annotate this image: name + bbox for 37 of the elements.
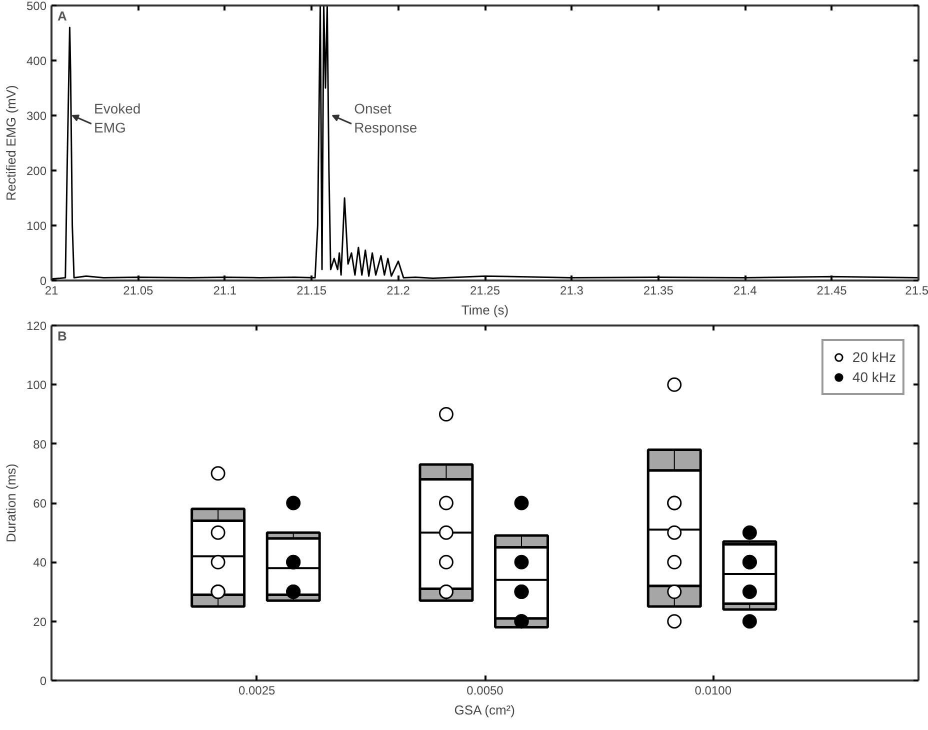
y-axis-title: Duration (ms) bbox=[3, 464, 18, 542]
y-tick-label: 200 bbox=[26, 164, 47, 178]
y-tick-label: 100 bbox=[26, 378, 47, 392]
x-tick-label: 21.2 bbox=[386, 284, 410, 298]
annotation: Evoked EMG bbox=[94, 100, 141, 136]
x-tick-label: 0.0100 bbox=[694, 684, 732, 698]
x-tick-label: 21.1 bbox=[213, 284, 237, 298]
x-tick-label: 21.5 bbox=[905, 284, 928, 298]
annotation: B bbox=[58, 328, 67, 344]
x-tick-label: 21.15 bbox=[296, 284, 327, 298]
y-tick-label: 100 bbox=[26, 219, 47, 233]
y-tick-label: 400 bbox=[26, 54, 47, 68]
y-tick-label: 60 bbox=[33, 496, 47, 510]
y-tick-label: 40 bbox=[33, 556, 47, 570]
x-tick-label: 21.4 bbox=[733, 284, 758, 298]
x-axis-title: GSA (cm²) bbox=[454, 702, 515, 718]
x-tick-label: 21.35 bbox=[643, 284, 674, 298]
x-tick-label: 0.0025 bbox=[238, 684, 276, 698]
y-tick-label: 300 bbox=[26, 109, 47, 123]
y-axis-title: Rectified EMG (mV) bbox=[3, 85, 18, 201]
x-tick-label: 21.25 bbox=[470, 284, 500, 298]
y-tick-label: 500 bbox=[26, 0, 47, 13]
y-tick-label: 80 bbox=[33, 437, 47, 452]
y-tick-label: 20 bbox=[33, 614, 47, 629]
x-tick-label: 0.0050 bbox=[466, 684, 504, 698]
annotation: Onset Response bbox=[354, 100, 418, 136]
legend-label: 20 kHz bbox=[852, 349, 896, 365]
y-tick-label: 120 bbox=[26, 319, 47, 333]
x-tick-label: 21.3 bbox=[560, 284, 584, 298]
legend-label: 40 kHz bbox=[852, 369, 896, 385]
y-tick-label: 0 bbox=[40, 274, 47, 288]
x-axis-title: Time (s) bbox=[461, 302, 509, 318]
x-tick-label: 21.05 bbox=[123, 284, 154, 298]
x-tick-label: 21 bbox=[44, 284, 58, 298]
annotation: A bbox=[58, 8, 68, 24]
y-tick-label: 0 bbox=[40, 674, 47, 688]
x-tick-label: 21.45 bbox=[816, 284, 848, 298]
